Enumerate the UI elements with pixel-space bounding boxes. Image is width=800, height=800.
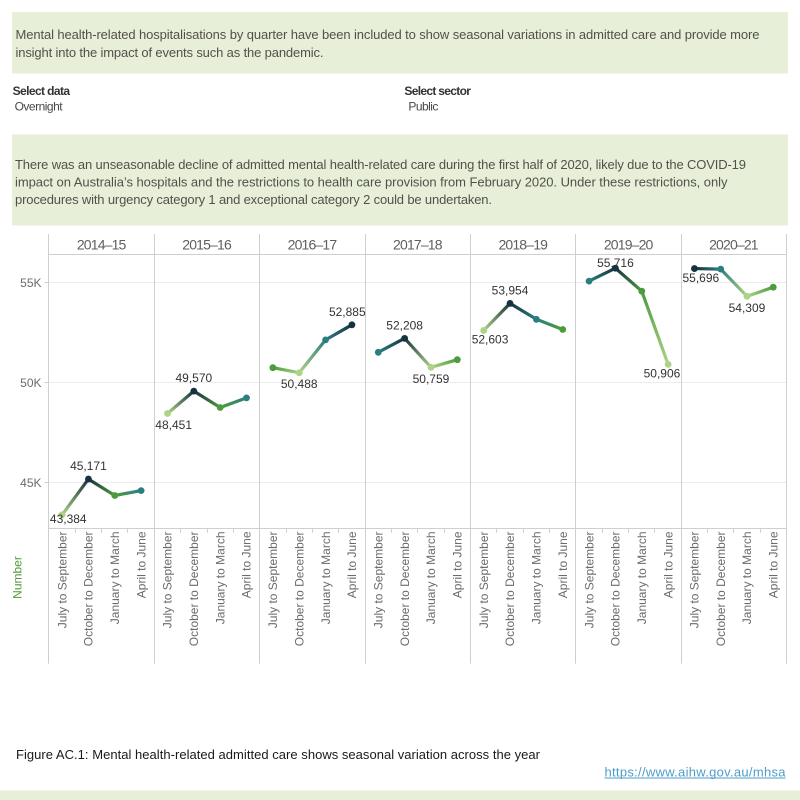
svg-text:Overnight: Overnight xyxy=(15,99,64,113)
svg-text:July to September: July to September xyxy=(161,532,175,629)
svg-text:2015–16: 2015–16 xyxy=(182,237,232,253)
svg-text:Number: Number xyxy=(11,556,25,599)
svg-text:April to June: April to June xyxy=(345,531,359,598)
svg-text:impact on Australia’s hospital: impact on Australia’s hospitals and the … xyxy=(15,175,728,190)
svg-text:July to September: July to September xyxy=(371,532,385,629)
svg-text:55,696: 55,696 xyxy=(683,271,720,285)
svg-text:April to June: April to June xyxy=(766,531,780,598)
svg-text:There was an unseasonable decl: There was an unseasonable decline of adm… xyxy=(15,157,746,172)
svg-text:October to December: October to December xyxy=(503,532,517,647)
svg-text:Mental health-related hospital: Mental health-related hospitalisations b… xyxy=(16,27,760,42)
svg-text:procedures with urgency catego: procedures with urgency category 1 and e… xyxy=(15,192,492,207)
svg-text:October to December: October to December xyxy=(292,532,306,647)
svg-text:54,309: 54,309 xyxy=(729,301,766,315)
svg-text:Figure AC.1: Mental health-rel: Figure AC.1: Mental health-related admit… xyxy=(16,747,541,762)
svg-text:53,954: 53,954 xyxy=(492,284,529,298)
svg-text:July to September: July to September xyxy=(55,532,69,629)
svg-text:2018–19: 2018–19 xyxy=(498,237,548,253)
svg-text:October to December: October to December xyxy=(609,532,623,647)
svg-text:50,906: 50,906 xyxy=(644,367,681,381)
svg-text:50K: 50K xyxy=(20,376,41,390)
svg-text:52,208: 52,208 xyxy=(386,318,423,332)
svg-text:2014–15: 2014–15 xyxy=(77,237,127,253)
svg-text:January to March: January to March xyxy=(740,532,754,625)
svg-text:45K: 45K xyxy=(20,476,41,490)
svg-text:Select data: Select data xyxy=(13,84,71,98)
svg-text:January to March: January to March xyxy=(424,532,438,625)
svg-text:July to September: July to September xyxy=(477,532,491,629)
svg-text:insight into the impact of eve: insight into the impact of events such a… xyxy=(16,45,324,60)
svg-text:50,759: 50,759 xyxy=(413,372,450,386)
svg-text:October to December: October to December xyxy=(398,532,412,647)
svg-text:45,171: 45,171 xyxy=(70,459,107,473)
svg-text:April to June: April to June xyxy=(240,531,254,598)
svg-text:50,488: 50,488 xyxy=(281,377,318,391)
svg-text:April to June: April to June xyxy=(556,531,570,598)
svg-text:January to March: January to March xyxy=(108,532,122,625)
svg-text:April to June: April to June xyxy=(451,531,465,598)
svg-text:Public: Public xyxy=(408,99,438,113)
svg-text:52,885: 52,885 xyxy=(329,305,366,319)
svg-text:43,384: 43,384 xyxy=(50,512,87,526)
svg-text:2020–21: 2020–21 xyxy=(709,237,759,253)
svg-text:https://www.aihw.gov.au/mhsa: https://www.aihw.gov.au/mhsa xyxy=(605,765,787,780)
svg-text:48,451: 48,451 xyxy=(155,418,192,432)
svg-text:52,603: 52,603 xyxy=(472,333,509,347)
svg-text:January to March: January to March xyxy=(530,532,544,625)
svg-text:October to December: October to December xyxy=(187,532,201,647)
svg-text:July to September: July to September xyxy=(688,532,702,629)
svg-text:October to December: October to December xyxy=(82,532,96,647)
svg-text:2016–17: 2016–17 xyxy=(288,237,338,253)
svg-text:April to June: April to June xyxy=(134,531,148,598)
svg-text:April to June: April to June xyxy=(661,531,675,598)
svg-text:2017–18: 2017–18 xyxy=(393,237,443,253)
svg-text:January to March: January to March xyxy=(319,532,333,625)
svg-text:July to September: July to September xyxy=(266,532,280,629)
svg-text:2019–20: 2019–20 xyxy=(604,237,654,253)
svg-text:Select sector: Select sector xyxy=(404,84,471,98)
svg-text:49,570: 49,570 xyxy=(175,371,212,385)
svg-text:July to September: July to September xyxy=(582,532,596,629)
svg-text:January to March: January to March xyxy=(213,532,227,625)
svg-text:January to March: January to March xyxy=(635,532,649,625)
svg-text:55K: 55K xyxy=(20,276,41,290)
svg-text:55,716: 55,716 xyxy=(597,256,634,270)
svg-text:October to December: October to December xyxy=(714,532,728,647)
